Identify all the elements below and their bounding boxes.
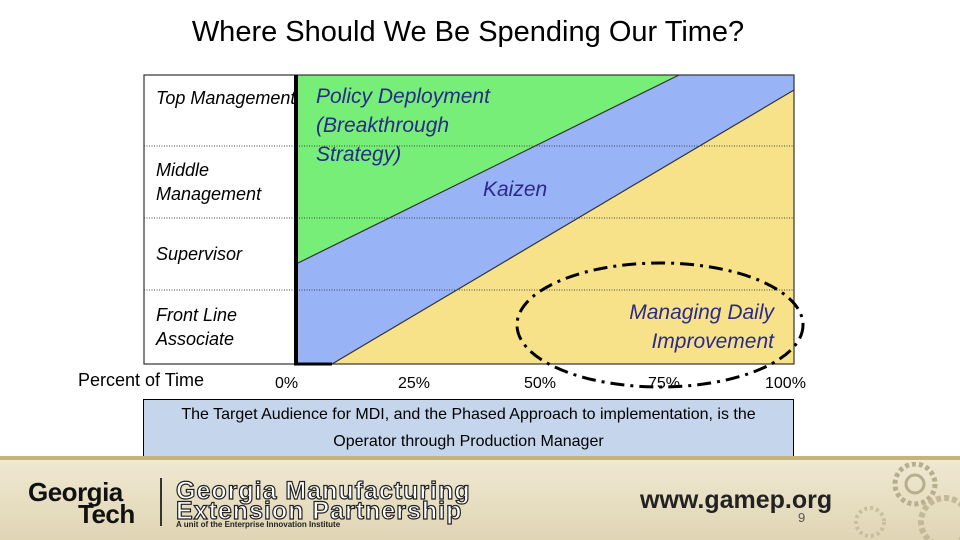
row-label-supervisor: Supervisor xyxy=(156,244,243,264)
org-name-line1: Georgia Manufacturing xyxy=(175,477,471,505)
region-label-managing-daily-improvement: Managing Daily Improvement xyxy=(629,301,774,353)
highlight-ellipse xyxy=(515,261,805,389)
x-tick-0: 0% xyxy=(275,375,299,392)
region-label-kaizen: Kaizen xyxy=(483,178,548,201)
target-audience-note: The Target Audience for MDI, and the Pha… xyxy=(143,399,794,457)
org-tagline: A unit of the Enterprise Innovation Inst… xyxy=(176,520,341,529)
row-label-front-line-associate: Front Line Associate xyxy=(156,305,238,349)
gt-logo-line1: Georgia xyxy=(28,477,123,507)
row-label-top-management: Top Management xyxy=(156,88,296,108)
label-area xyxy=(144,75,296,364)
kaizen-boundary-line xyxy=(331,89,795,365)
x-tick-100: 100% xyxy=(765,375,806,392)
website-url: www.gamep.org xyxy=(640,486,833,514)
row-label-middle-management: Middle Management xyxy=(156,160,262,204)
region-label-policy-deployment: Policy Deployment (Breakthrough Strategy… xyxy=(316,85,490,166)
footer-divider xyxy=(0,456,960,460)
gears-decoration-icon xyxy=(854,462,960,540)
gt-logo-line2: Tech xyxy=(78,499,135,529)
diagram-frame xyxy=(143,74,795,365)
x-tick-75: 75% xyxy=(648,375,681,392)
page-number: 9 xyxy=(798,510,806,525)
footer-band: Georgia Tech Georgia Manufacturing Exten… xyxy=(0,460,960,540)
x-axis-label: Percent of Time xyxy=(78,370,205,390)
policy-boundary-line xyxy=(295,74,680,265)
logo-divider xyxy=(160,478,162,526)
org-name-line2: Extension Partnership xyxy=(175,497,463,525)
x-tick-25: 25% xyxy=(398,375,431,392)
target-audience-note-text: The Target Audience for MDI, and the Pha… xyxy=(181,406,756,450)
slide-title: Where Should We Be Spending Our Time? xyxy=(191,16,745,48)
x-tick-50: 50% xyxy=(524,375,557,392)
